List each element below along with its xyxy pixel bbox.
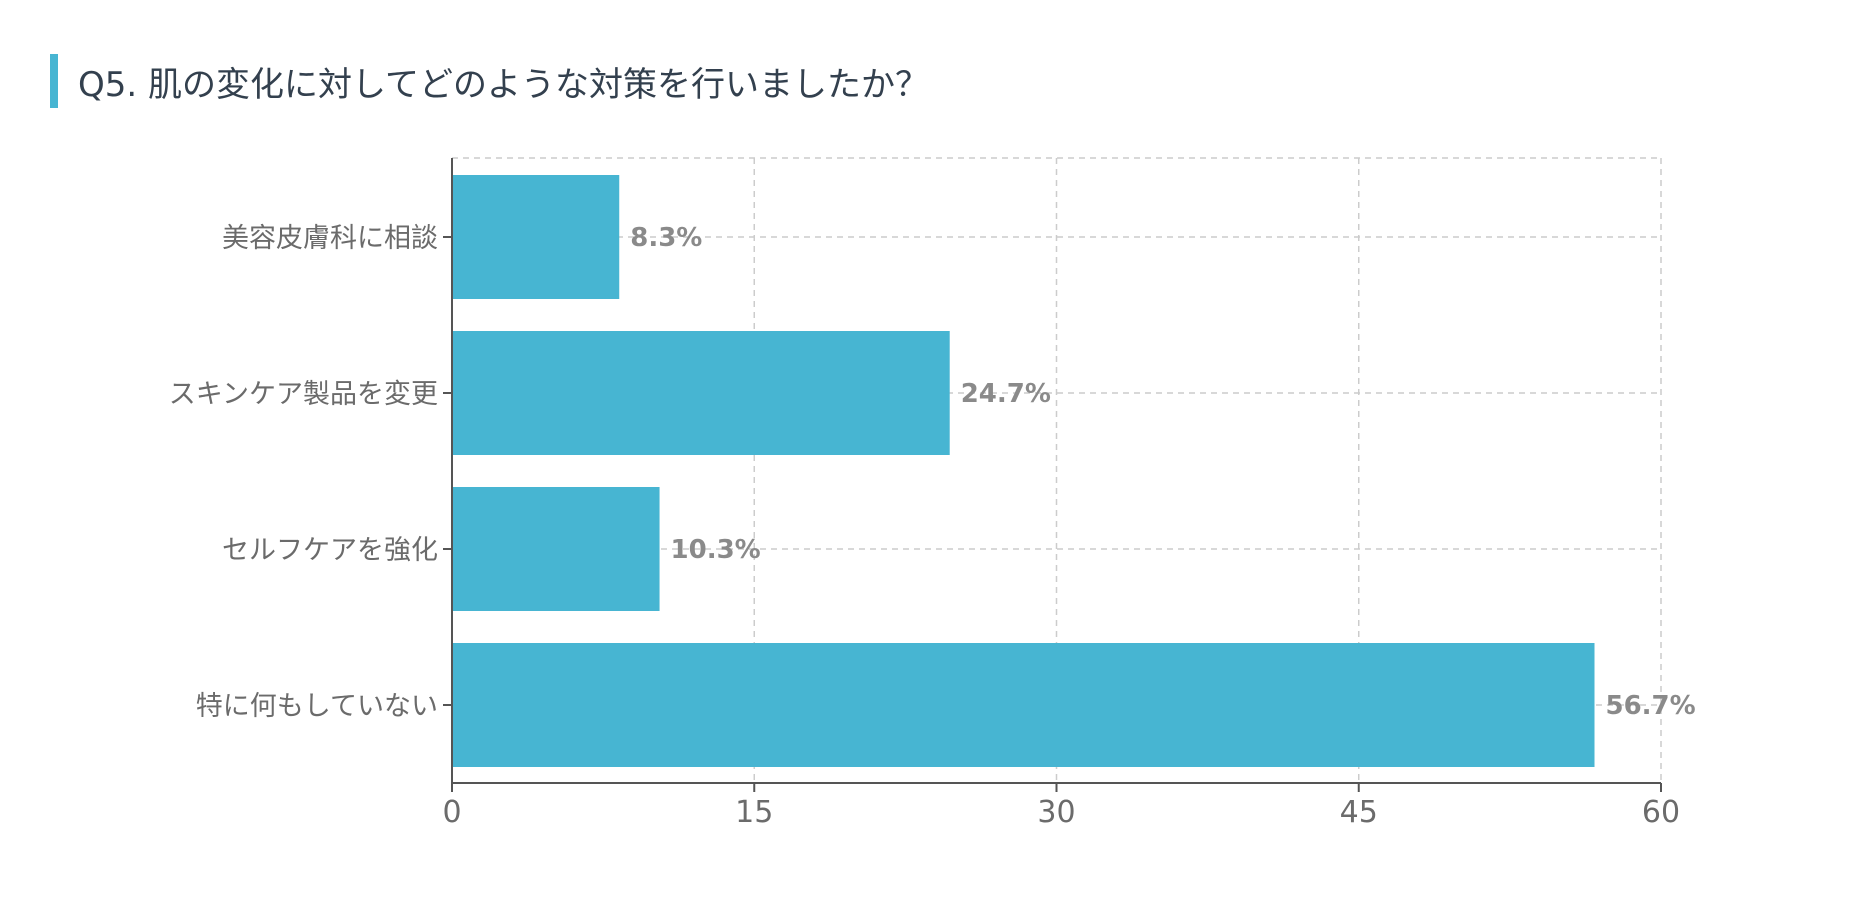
category-label: 美容皮膚科に相談 [222,223,438,254]
x-tick-label: 0 [442,795,461,830]
category-label: セルフケアを強化 [222,535,438,566]
data-label: 24.7% [961,379,1051,409]
bar [452,331,950,455]
data-label: 8.3% [630,223,702,253]
bar [452,487,660,611]
axis-layer [443,158,1662,792]
x-tick-label: 15 [735,795,773,830]
chart-title: Q5. 肌の変化に対してどのような対策を行いましたか？ [78,64,929,105]
category-label: スキンケア製品を変更 [169,379,438,410]
x-tick-label: 30 [1037,795,1075,830]
bar-layer [452,175,1595,767]
label-layer: 0 15 30 45 60 美容皮膚科に相談スキンケア製品を変更セルフケアを強化特に何もし… [169,223,1696,830]
data-label: 56.7% [1606,691,1696,721]
bar [452,175,620,299]
x-tick-label: 45 [1340,795,1378,830]
chart-title-block: Q5. 肌の変化に対してどのような対策を行いましたか？ [50,54,929,108]
bar [452,643,1595,767]
title-accent-bar [50,54,58,108]
data-label: 10.3% [671,535,761,565]
x-tick-label: 60 [1642,795,1680,830]
category-label: 特に何もしていない [196,691,438,722]
